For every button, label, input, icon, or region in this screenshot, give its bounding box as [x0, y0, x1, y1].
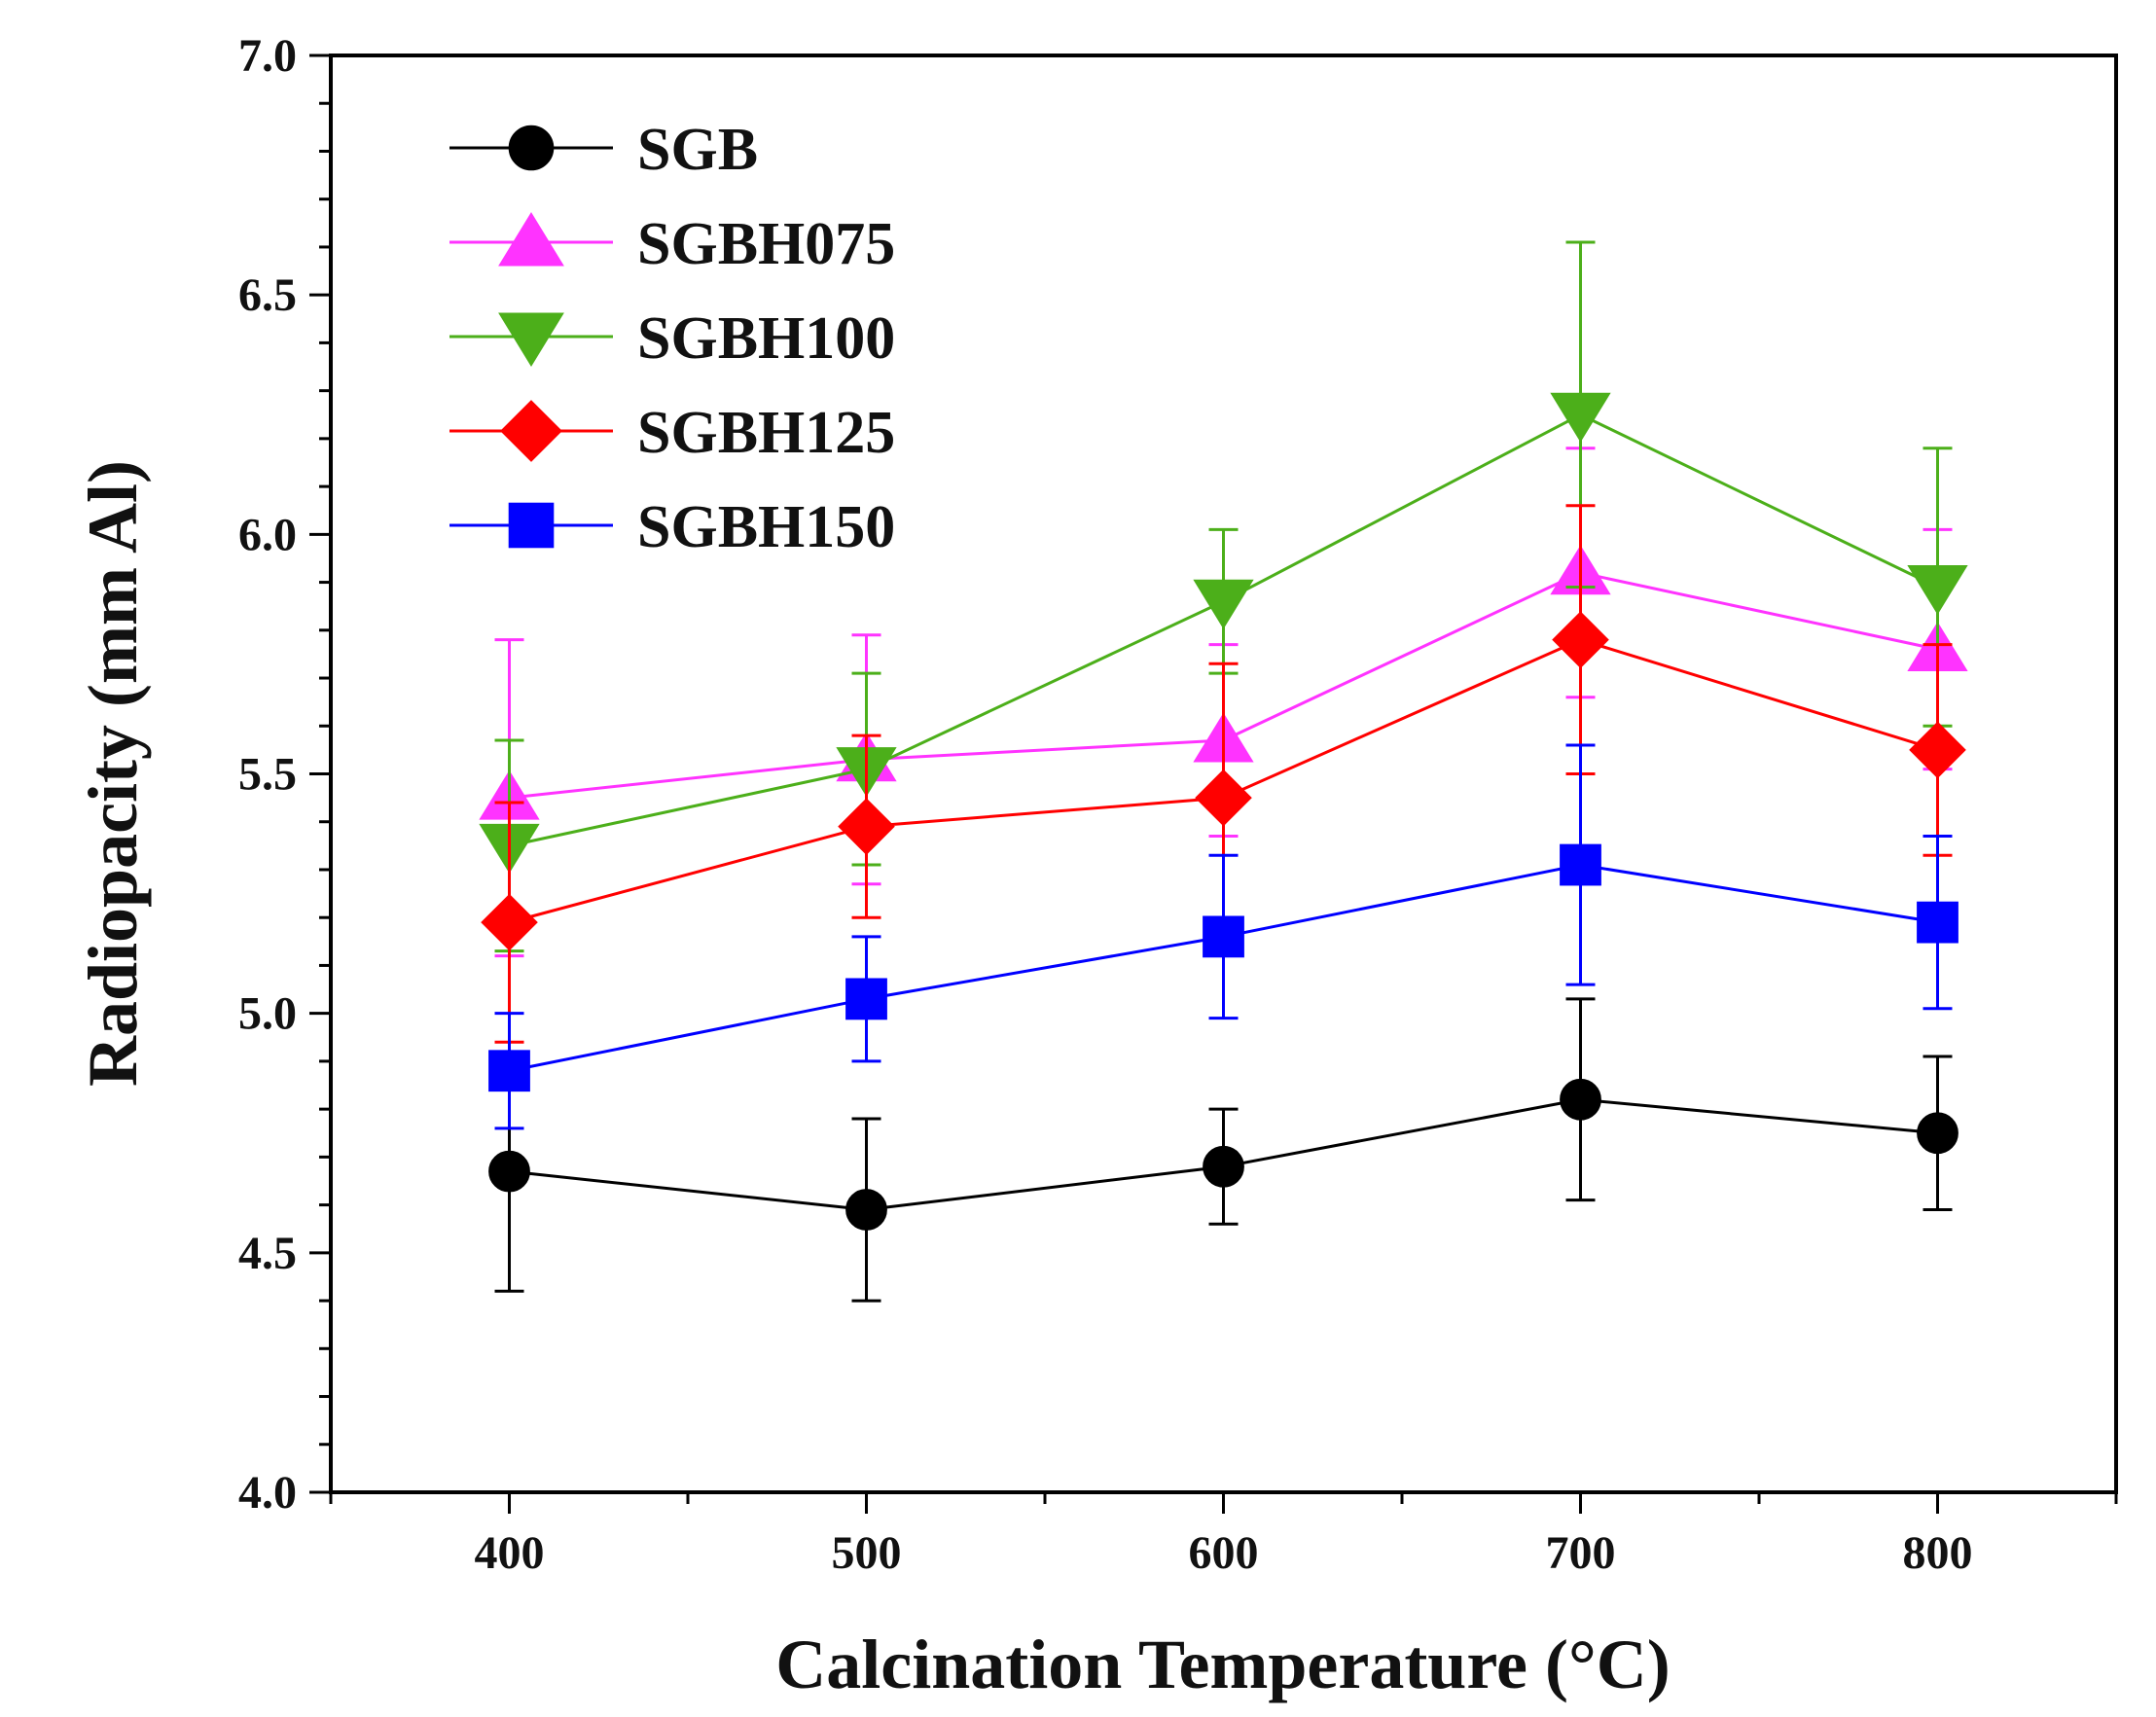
- data-point: [838, 798, 895, 855]
- legend: SGB SGBH075 SGBH100 SGBH125 SGBH150: [449, 117, 895, 560]
- data-point: [481, 893, 538, 951]
- y-tick-label: 4.0: [238, 1467, 297, 1519]
- legend-item: SGBH150: [449, 494, 895, 560]
- series-layer: [479, 240, 1968, 1303]
- legend-label: SGBH150: [637, 494, 895, 560]
- x-axis-label: Calcination Temperature (°C): [775, 1626, 1670, 1703]
- data-point: [1907, 564, 1968, 615]
- data-point: [488, 1150, 530, 1193]
- data-point: [1560, 843, 1601, 886]
- data-point: [1193, 579, 1254, 629]
- data-point: [845, 1189, 887, 1231]
- series-SGB: [488, 997, 1958, 1303]
- legend-label: SGB: [637, 117, 758, 183]
- y-tick-label: 6.5: [238, 269, 297, 321]
- y-axis-label: Radiopacity (mm Al): [74, 460, 152, 1087]
- y-tick-label: 7.0: [238, 30, 297, 82]
- legend-item: SGBH100: [449, 305, 895, 372]
- data-point: [1203, 1145, 1244, 1188]
- legend-item: SGBH075: [449, 211, 895, 277]
- data-point: [1917, 901, 1958, 944]
- legend-marker: [500, 400, 562, 462]
- legend-label: SGBH075: [637, 211, 895, 277]
- legend-label: SGBH100: [637, 305, 895, 372]
- y-tick-label: 5.5: [238, 749, 297, 801]
- legend-marker: [498, 312, 564, 367]
- y-tick-label: 6.0: [238, 509, 297, 560]
- data-point: [1203, 915, 1244, 958]
- legend-marker: [498, 212, 564, 267]
- data-point: [845, 978, 887, 1020]
- legend-label: SGBH125: [637, 400, 895, 466]
- y-tick-label: 4.5: [238, 1228, 297, 1279]
- data-point: [1195, 769, 1252, 827]
- x-axis: 400 500 600 700 800: [329, 1492, 2118, 1579]
- series-SGBH150: [488, 743, 1958, 1130]
- y-tick-label: 5.0: [238, 988, 297, 1040]
- legend-item: SGB: [449, 117, 758, 183]
- data-point: [1917, 1112, 1958, 1155]
- x-tick-label: 800: [1903, 1527, 1973, 1579]
- legend-marker: [508, 502, 555, 549]
- data-point: [1560, 1078, 1601, 1121]
- data-point: [1550, 392, 1611, 443]
- x-tick-label: 400: [475, 1527, 545, 1579]
- x-tick-label: 700: [1546, 1527, 1616, 1579]
- x-tick-label: 600: [1189, 1527, 1259, 1579]
- y-axis: 4.0 4.5 5.0 5.5 6.0 6.5 7.0: [238, 30, 331, 1519]
- data-point: [1909, 721, 1966, 779]
- data-point: [488, 1050, 530, 1092]
- legend-marker: [508, 125, 555, 171]
- data-point: [1552, 611, 1609, 668]
- x-tick-label: 500: [832, 1527, 902, 1579]
- legend-item: SGBH125: [449, 400, 895, 466]
